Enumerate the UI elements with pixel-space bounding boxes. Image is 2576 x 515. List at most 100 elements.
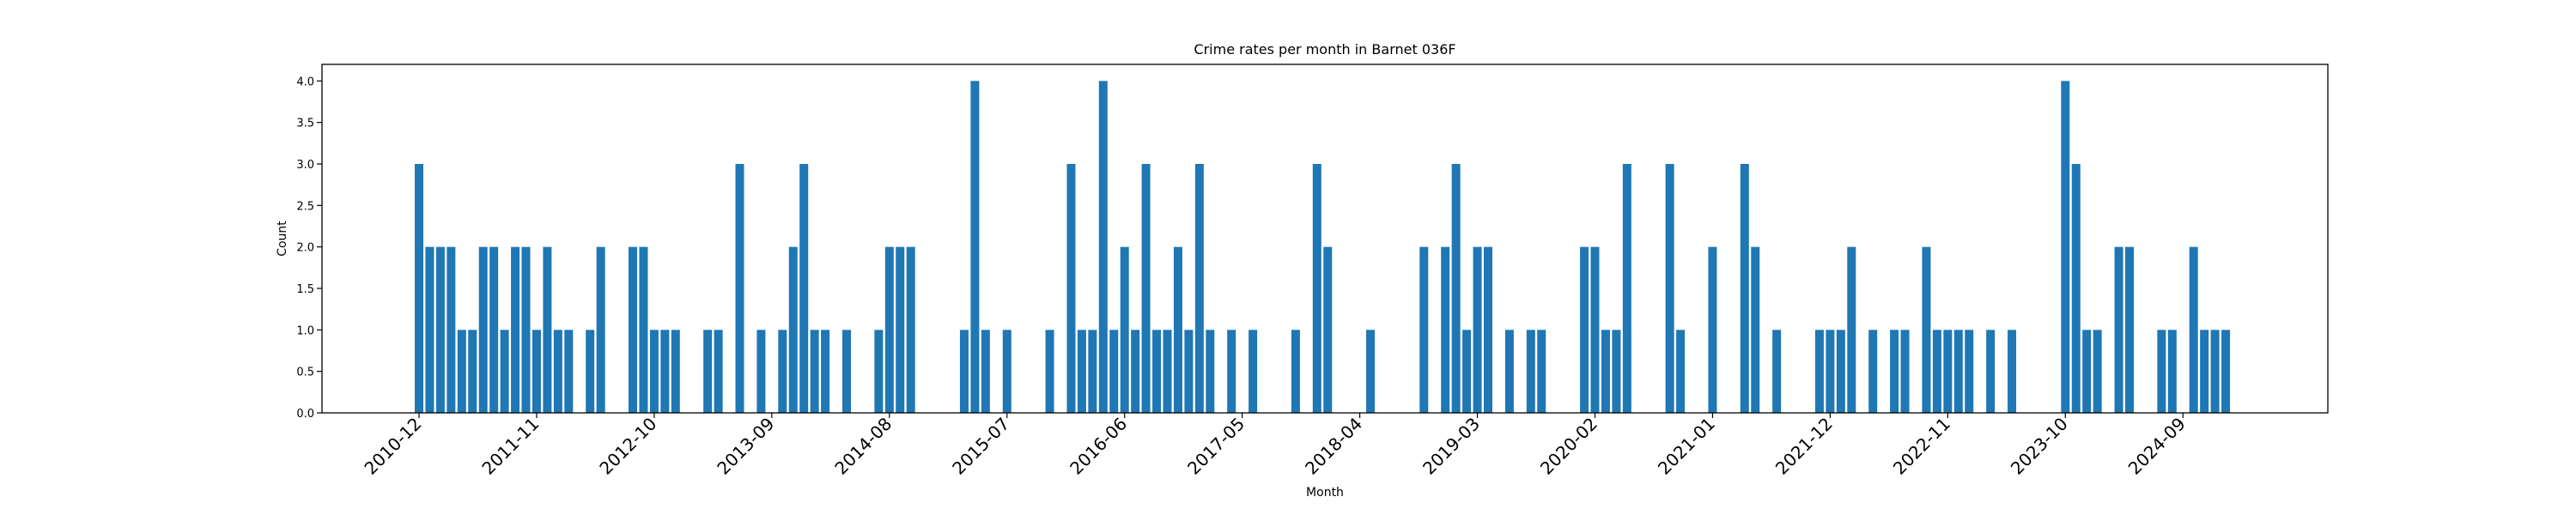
y-tick-label: 3.0	[296, 159, 314, 172]
bar-2013-10	[778, 330, 787, 413]
y-tick-label: 2.5	[296, 200, 314, 213]
bar-2012-11	[660, 330, 670, 413]
bar-2016-12	[1184, 330, 1194, 413]
bar-2016-11	[1173, 246, 1182, 413]
x-tick-label: 2019-03	[1419, 414, 1484, 479]
bar-2012-12	[671, 330, 680, 413]
bar-2024-12	[2210, 330, 2220, 413]
bar-2023-12	[2082, 330, 2092, 413]
y-tick-label: 0.0	[296, 408, 314, 421]
bar-2012-08	[629, 246, 637, 413]
bar-2021-11	[1814, 330, 1824, 413]
y-axis-ticks: 0.0 0.5 1.0 1.5 2.0 2.5 3.0 3.5 4.0	[296, 76, 322, 421]
bar-2022-02	[1847, 246, 1856, 413]
bar-2011-09	[511, 246, 520, 413]
bar-2016-03	[1088, 330, 1097, 413]
bar-2013-08	[756, 330, 766, 413]
bar-2019-04	[1484, 246, 1492, 413]
bar-2015-03	[959, 330, 969, 413]
bar-2013-11	[788, 246, 798, 413]
bar-2013-03	[703, 330, 713, 413]
bar-2021-04	[1740, 164, 1749, 413]
bar-2012-05	[596, 246, 605, 413]
bar-2011-11	[532, 330, 541, 413]
x-tick-label: 2024-09	[2124, 414, 2190, 479]
bar-2013-12	[799, 164, 809, 413]
y-tick-label: 3.5	[296, 118, 314, 130]
bar-2018-05	[1366, 330, 1376, 413]
bar-2015-11	[1045, 330, 1054, 413]
bar-2022-11	[1943, 330, 1953, 413]
x-tick-label: 2013-09	[713, 414, 778, 479]
bar-2017-02	[1206, 330, 1215, 413]
bar-2012-04	[586, 330, 595, 413]
bar-2020-03	[1601, 330, 1610, 413]
bar-2024-04	[2125, 246, 2134, 413]
bar-2011-01	[425, 246, 434, 413]
bar-2020-09	[1665, 164, 1674, 413]
bar-2020-10	[1676, 330, 1686, 413]
bar-2011-05	[468, 330, 477, 413]
bar-2013-04	[714, 330, 723, 413]
bar-2014-01	[810, 330, 819, 413]
bar-2024-01	[2093, 330, 2102, 413]
bar-2024-03	[2114, 246, 2123, 413]
x-tick-label: 2010-12	[360, 414, 425, 479]
bar-2018-10	[1419, 246, 1429, 413]
bar-2013-06	[735, 164, 744, 413]
bar-2023-11	[2071, 164, 2081, 413]
bar-2023-10	[2061, 81, 2070, 413]
bar-2016-02	[1077, 330, 1086, 413]
bar-2011-10	[521, 246, 531, 413]
x-tick-label: 2021-12	[1771, 414, 1837, 479]
bar-2020-01	[1580, 246, 1589, 413]
bar-2023-03	[1986, 330, 1996, 413]
bar-2023-01	[1965, 330, 1974, 413]
y-axis-label: Count	[276, 221, 289, 257]
x-tick-label: 2018-04	[1301, 414, 1366, 479]
x-tick-label: 2014-08	[830, 414, 896, 479]
bar-2015-04	[970, 81, 980, 413]
x-tick-label: 2021-01	[1654, 414, 1719, 479]
x-tick-label: 2023-10	[2007, 414, 2072, 479]
bar-2014-02	[821, 330, 830, 413]
bar-2017-04	[1227, 330, 1236, 413]
bar-2014-09	[896, 246, 905, 413]
bar-2016-07	[1131, 330, 1140, 413]
bar-2018-01	[1323, 246, 1333, 413]
bar-2018-12	[1441, 246, 1450, 413]
bar-2023-05	[2008, 330, 2017, 413]
bar-2020-02	[1590, 246, 1600, 413]
bar-2024-11	[2200, 330, 2209, 413]
bar-2022-10	[1932, 330, 1941, 413]
bar-2014-10	[906, 246, 915, 413]
bar-2022-07	[1900, 330, 1910, 413]
bar-2017-12	[1312, 164, 1321, 413]
bar-2019-01	[1451, 164, 1461, 413]
bar-2015-07	[1002, 330, 1012, 413]
x-tick-label: 2020-02	[1536, 414, 1601, 479]
bar-2022-01	[1836, 330, 1845, 413]
bar-2022-09	[1922, 246, 1931, 413]
y-tick-label: 2.0	[296, 242, 314, 255]
bar-2014-04	[842, 330, 851, 413]
bar-2016-01	[1066, 164, 1076, 413]
bar-2016-09	[1152, 330, 1162, 413]
bar-2019-08	[1526, 330, 1535, 413]
y-tick-label: 0.5	[296, 367, 314, 379]
bar-2014-07	[874, 330, 884, 413]
bar-2017-06	[1249, 330, 1258, 413]
bar-2015-05	[981, 330, 990, 413]
bar-2010-12	[415, 164, 423, 413]
bar-2021-01	[1708, 246, 1717, 413]
bar-2017-01	[1194, 164, 1204, 413]
bar-2012-02	[564, 330, 574, 413]
bar-2025-01	[2221, 330, 2231, 413]
x-tick-label: 2012-10	[595, 414, 660, 479]
bar-2021-05	[1751, 246, 1760, 413]
y-tick-label: 1.0	[296, 324, 314, 337]
bar-2020-04	[1612, 330, 1621, 413]
bar-2019-06	[1504, 330, 1514, 413]
bar-2016-06	[1120, 246, 1129, 413]
